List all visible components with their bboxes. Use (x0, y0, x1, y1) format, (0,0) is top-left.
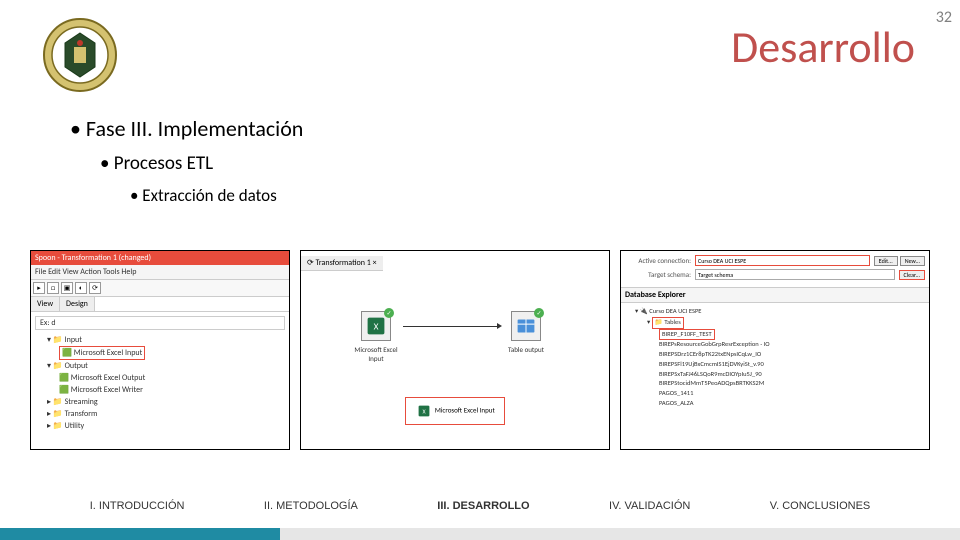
highlighted-node-bottom: X Microsoft Excel Input (405, 397, 505, 425)
schema-input[interactable]: Target schema (695, 269, 895, 280)
tree-table[interactable]: BIREPsResourceGobGrpResrException - IO (625, 340, 925, 350)
toolbar-button[interactable]: ◐ (75, 282, 87, 294)
nav-metodologia[interactable]: II. METODOLOGÍA (264, 500, 358, 512)
toolbar: ▸ □ ▣ ◐ ⟳ (31, 280, 289, 297)
node-table-output[interactable]: ✓ Table output (501, 311, 551, 354)
highlight-box: 📁 Tables (652, 317, 684, 329)
content-area: • Fase III. Implementación • Procesos ET… (70, 115, 920, 214)
tree-label: Output (65, 361, 88, 371)
node-label: Table output (501, 345, 551, 354)
side-tabs: View Design (31, 297, 289, 312)
node-label: Microsoft Excel Input (351, 345, 401, 363)
tree-table[interactable]: BIREP_F10FF_TEST (625, 329, 925, 341)
institution-logo (40, 15, 120, 95)
tree-label: Utility (65, 421, 85, 431)
slide-title: Desarrollo (731, 20, 915, 74)
nav-desarrollo[interactable]: III. DESARROLLO (437, 500, 529, 512)
search-field[interactable]: Ex: d (35, 316, 285, 330)
tree-label: Curso DEA UCI ESPE (649, 307, 701, 315)
tree-table[interactable]: BIREPSDrz1CEr8pTK22txENpsICqLw_IO (625, 350, 925, 360)
tree-table[interactable]: BIREPSFl19UjBxCmcmIS1EjDVKyiSt_v.90 (625, 360, 925, 370)
step-tree: Ex: d ▾ 📁 Input 🟩 Microsoft Excel Input … (31, 312, 289, 436)
highlight-box: BIREP_F10FF_TEST (659, 329, 715, 341)
canvas-tab[interactable]: ⟳ Transformation 1 × (301, 256, 383, 271)
screenshot-spoon-tree: Spoon - Transformation 1 (changed) File … (30, 250, 290, 450)
db-tree: ▾ 🔌 Curso DEA UCI ESPE ▾ 📁 Tables BIREP_… (621, 303, 929, 413)
footer-progress-bar (0, 528, 280, 540)
tree-item-excel-input[interactable]: 🟩 Microsoft Excel Input (35, 346, 285, 360)
screenshots-row: Spoon - Transformation 1 (changed) File … (30, 250, 930, 450)
explorer-title: Database Explorer (621, 287, 929, 303)
nav-conclusiones[interactable]: V. CONCLUSIONES (770, 500, 870, 512)
tree-label: Streaming (65, 397, 98, 407)
tree-folder-output[interactable]: ▾ 📁 Output (35, 360, 285, 372)
tree-table[interactable]: BIREPStocidMmT5PeoADQpsBRTKKS2M (625, 379, 925, 389)
tab-label: Transformation 1 (316, 258, 371, 268)
window-titlebar: Spoon - Transformation 1 (changed) (31, 251, 289, 265)
footer-bar-background (280, 528, 960, 540)
menu-bar: File Edit View Action Tools Help (31, 265, 289, 280)
toolbar-button[interactable]: □ (47, 282, 59, 294)
tree-label: Microsoft Excel Input (74, 348, 143, 358)
edit-button[interactable]: Edit... (874, 256, 898, 266)
clear-button[interactable]: Clear... (899, 270, 925, 280)
connection-select[interactable]: Curso DEA UCI ESPE (695, 255, 870, 266)
canvas: ✓X Microsoft Excel Input ✓ Table output … (301, 271, 609, 431)
tab-view[interactable]: View (31, 297, 60, 311)
nav-validacion[interactable]: IV. VALIDACIÓN (609, 500, 690, 512)
tree-label: Tables (664, 318, 680, 326)
bullet-level-3: • Extracción de datos (130, 185, 920, 206)
tree-folder-transform[interactable]: ▸ 📁 Transform (35, 408, 285, 420)
tree-connection[interactable]: ▾ 🔌 Curso DEA UCI ESPE (625, 307, 925, 317)
node-icon: ✓ (511, 311, 541, 341)
tree-item-excel-output[interactable]: 🟩 Microsoft Excel Output (35, 372, 285, 384)
field-row: Active connection: Curso DEA UCI ESPE Ed… (625, 255, 925, 266)
tree-folder-utility[interactable]: ▸ 📁 Utility (35, 420, 285, 432)
tree-label: Input (65, 335, 82, 345)
page-number: 32 (936, 8, 952, 27)
field-row: Target schema: Target schema Clear... (625, 269, 925, 280)
flow-arrow (403, 326, 498, 327)
tree-folder-streaming[interactable]: ▸ 📁 Streaming (35, 396, 285, 408)
status-badge-icon: ✓ (384, 308, 394, 318)
tree-label: Microsoft Excel Output (71, 373, 145, 383)
tab-design[interactable]: Design (60, 297, 95, 311)
tree-table[interactable]: BIREPSxTaFJ46LSQoR9mcDIOYpIu5J_90 (625, 370, 925, 380)
svg-text:X: X (374, 321, 379, 333)
bullet-level-2: • Procesos ETL (100, 152, 920, 175)
field-label: Target schema: (625, 270, 695, 279)
screenshot-transformation-canvas: ⟳ Transformation 1 × ✓X Microsoft Excel … (300, 250, 610, 450)
footer-nav: I. INTRODUCCIÓN II. METODOLOGÍA III. DES… (0, 500, 960, 512)
node-excel-input[interactable]: ✓X Microsoft Excel Input (351, 311, 401, 363)
toolbar-button[interactable]: ▣ (61, 282, 73, 294)
tree-folder-input[interactable]: ▾ 📁 Input (35, 334, 285, 346)
tree-label: Transform (65, 409, 98, 419)
node-icon: ✓X (361, 311, 391, 341)
tree-label: Microsoft Excel Writer (71, 385, 143, 395)
bullet-level-1: • Fase III. Implementación (70, 115, 920, 142)
tree-table[interactable]: PAGOS_ALZA (625, 399, 925, 409)
node-label: Microsoft Excel Input (435, 406, 495, 415)
nav-intro[interactable]: I. INTRODUCCIÓN (90, 500, 185, 512)
toolbar-button[interactable]: ⟳ (89, 282, 101, 294)
field-label: Active connection: (625, 256, 695, 265)
tree-item-excel-writer[interactable]: 🟩 Microsoft Excel Writer (35, 384, 285, 396)
tree-table[interactable]: PAGOS_1411 (625, 389, 925, 399)
screenshot-db-explorer: Active connection: Curso DEA UCI ESPE Ed… (620, 250, 930, 450)
highlight-box: 🟩 Microsoft Excel Input (59, 346, 145, 360)
new-button[interactable]: New... (900, 256, 925, 266)
tree-tables-folder[interactable]: ▾ 📁 Tables (625, 317, 925, 329)
status-badge-icon: ✓ (534, 308, 544, 318)
connection-panel: Active connection: Curso DEA UCI ESPE Ed… (621, 251, 929, 287)
toolbar-button[interactable]: ▸ (33, 282, 45, 294)
